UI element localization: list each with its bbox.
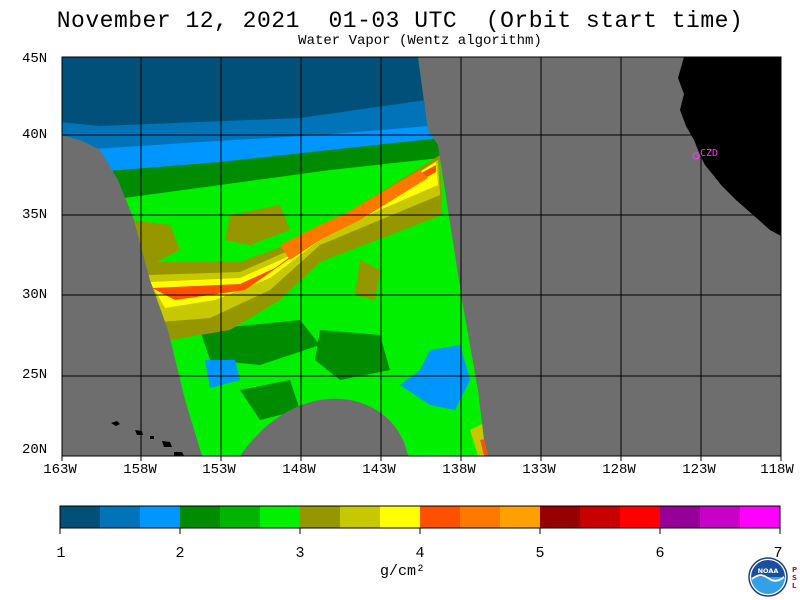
colorbar-swatch xyxy=(460,506,501,528)
water-vapor-region xyxy=(400,345,470,410)
lat-label: 30N xyxy=(22,287,48,303)
land-california xyxy=(678,57,781,236)
water-vapor-region xyxy=(355,260,380,300)
lon-label: 118W xyxy=(760,462,794,478)
lat-label: 45N xyxy=(22,51,48,67)
land-hawaii xyxy=(162,441,172,447)
noaa-logo: NOAA xyxy=(748,557,788,597)
lon-label: 138W xyxy=(442,462,476,478)
lat-label: 40N xyxy=(22,127,48,143)
colorbar-swatch xyxy=(580,506,621,528)
colorbar-swatch xyxy=(620,506,661,528)
water-vapor-region xyxy=(95,138,440,200)
lat-label: 20N xyxy=(22,442,48,458)
colorbar-swatch xyxy=(660,506,701,528)
map-title: November 12, 2021 01-03 UTC (Orbit start… xyxy=(56,8,744,34)
station-marker xyxy=(692,152,700,160)
colorbar-swatch xyxy=(540,506,581,528)
lon-label: 158W xyxy=(123,462,157,478)
lon-label: 163W xyxy=(43,462,77,478)
colorbar-swatch xyxy=(740,506,781,528)
map-frame xyxy=(61,56,782,457)
colorbar-swatch xyxy=(700,506,741,528)
lon-label: 128W xyxy=(602,462,636,478)
colorbar-swatch xyxy=(420,506,461,528)
colorbar-swatch xyxy=(500,506,541,528)
lon-label: 153W xyxy=(202,462,236,478)
lon-label: 133W xyxy=(522,462,556,478)
land-hawaii xyxy=(174,452,184,456)
lon-label: 143W xyxy=(362,462,396,478)
water-vapor-region xyxy=(240,380,300,420)
colorbar-tick-label: 6 xyxy=(655,545,665,562)
water-vapor-region xyxy=(315,330,390,380)
colorbar-tick-label: 1 xyxy=(56,545,66,562)
water-vapor-swath xyxy=(62,57,488,456)
colorbar-swatch xyxy=(180,506,221,528)
colorbar-units: g/cm² xyxy=(380,563,426,580)
lat-label: 35N xyxy=(22,207,48,223)
colorbar-tick-label: 2 xyxy=(175,545,185,562)
lon-label: 148W xyxy=(282,462,316,478)
colorbar-swatch xyxy=(140,506,181,528)
colorbar-tick-label: 5 xyxy=(535,545,545,562)
colorbar-swatch xyxy=(300,506,341,528)
lon-label: 123W xyxy=(682,462,716,478)
colorbar-swatch xyxy=(380,506,421,528)
colorbar-swatch xyxy=(100,506,141,528)
colorbar-swatch xyxy=(340,506,381,528)
colorbar-swatch xyxy=(260,506,301,528)
colorbar-tick-label: 7 xyxy=(773,545,783,562)
lat-label: 25N xyxy=(22,367,48,383)
noaa-logo-text: NOAA xyxy=(758,567,779,575)
land-hawaii xyxy=(111,421,120,426)
water-vapor-region xyxy=(200,320,320,365)
water-vapor-region xyxy=(205,360,240,388)
station-label: CZD xyxy=(700,148,718,159)
colorbar-swatch xyxy=(220,506,261,528)
colorbar-tick-label: 3 xyxy=(295,545,305,562)
colorbar-swatch xyxy=(60,506,101,528)
map-subtitle: Water Vapor (Wentz algorithm) xyxy=(298,33,542,49)
colorbar-tick-label: 4 xyxy=(415,545,425,562)
land-hawaii xyxy=(150,436,154,439)
